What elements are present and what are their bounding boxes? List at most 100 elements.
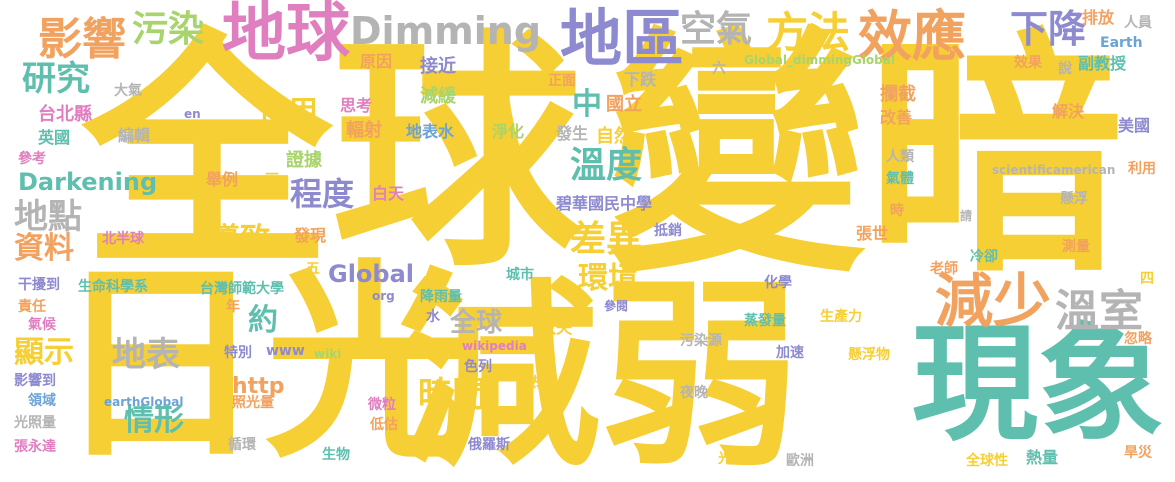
word-daqi: 大氣: [114, 83, 142, 99]
word-xiaoguo: 效果: [1014, 55, 1042, 71]
word-yingxiang: 影響: [38, 14, 126, 65]
word-shijian: 時間: [418, 375, 486, 415]
word-zuoyong: 作用: [258, 95, 318, 130]
word-si: 四: [1140, 271, 1154, 287]
word-wendu: 溫度: [570, 145, 643, 186]
word-org: org: [372, 289, 395, 303]
word-jianhuan: 減緩: [420, 86, 456, 107]
word-celiang: 測量: [1062, 239, 1090, 255]
word-lingyu: 領域: [28, 393, 56, 409]
word-qihou: 氣候: [28, 317, 56, 333]
word-xiaoying: 效應: [858, 5, 966, 68]
word-fujiaoshou: 副教授: [1078, 54, 1127, 73]
word-cankao: 參考: [18, 151, 46, 167]
word-eluosi: 俄羅斯: [468, 437, 510, 453]
word-bianan: 變暗: [608, 7, 1124, 307]
word-sanshi: 散失: [540, 318, 573, 337]
word-wikipedia: wikipedia: [462, 339, 527, 353]
word-xianxiang: 現象: [912, 311, 1164, 458]
word-bihua: 碧華國民中學: [556, 194, 653, 213]
word-paifang: 排放: [1082, 8, 1115, 27]
word-qiti: 氣體: [886, 171, 914, 187]
word-digu: 低估: [370, 417, 398, 433]
word-shui: 水: [426, 309, 440, 325]
word-global: Global: [328, 260, 415, 288]
word-jianshao: 減少: [935, 267, 1052, 335]
word-zhengmian: 正面: [548, 73, 576, 89]
word-beibanqiu: 北半球: [102, 231, 144, 247]
word-sikao: 思考: [340, 96, 373, 115]
word-wu: 五: [306, 261, 320, 277]
word-wuran: 污染: [132, 9, 205, 50]
word-jiangyu: 降雨量: [420, 289, 462, 305]
word-guangzhao: 光照量: [14, 415, 56, 431]
word-jiejue: 解決: [1052, 102, 1085, 121]
word-gaishan: 改善: [880, 108, 913, 127]
word-taibei: 台北縣: [38, 104, 92, 125]
word-zhengju: 證據: [286, 150, 322, 171]
word-dibiao: 地表: [112, 335, 180, 375]
word-chengshi: 城市: [506, 267, 534, 283]
word-shengwu: 生物: [322, 447, 350, 463]
word-diqu: 地區: [560, 2, 685, 75]
word-dibiaoshui: 地表水: [406, 122, 455, 141]
word-meiguo: 美國: [1118, 116, 1151, 135]
word-riguang: 日光: [55, 242, 476, 482]
word-renyuan: 人員: [1124, 15, 1152, 31]
word-zhengfa: 蒸發量: [744, 313, 786, 329]
word-guanghe: 光合: [718, 451, 746, 467]
word-xiajiang: 下降: [1010, 7, 1087, 51]
word-ziran: 自然: [596, 126, 632, 147]
word-six: 六: [712, 61, 726, 77]
word-selie: 色列: [464, 359, 492, 375]
word-hulue: 忽略: [1124, 331, 1152, 347]
word-fangfa: 方法: [766, 8, 851, 57]
word-faxian: 發現: [294, 226, 327, 245]
word-dimmingglobal: Global_dimmingGlobal: [744, 53, 895, 67]
word-earthglobal: earthGlobal: [104, 395, 184, 409]
word-jiejin: 接近: [420, 56, 456, 77]
word-baitian: 白天: [372, 184, 405, 203]
word-yingguo: 英國: [38, 128, 71, 147]
word-fushe: 輻射: [346, 120, 382, 141]
word-shi: 時: [890, 203, 904, 219]
word-zhang: 張永達: [14, 439, 56, 455]
word-yuanyin: 原因: [360, 52, 393, 71]
word-dimming: Dimming: [350, 9, 542, 53]
word-lengque: 冷卻: [970, 249, 998, 265]
word-xiadie: 下跌: [624, 70, 657, 89]
word-huaxue: 化學: [764, 275, 792, 291]
word-nian: 年: [226, 299, 240, 315]
word-zhaoguang: 照光量: [232, 395, 274, 411]
word-canyue: 參閱: [604, 299, 629, 313]
word-juli: 舉例: [206, 170, 239, 189]
word-quanqiu: 全球: [82, 9, 582, 300]
word-daozhi: 導致: [210, 222, 270, 257]
word-wenshi: 溫室: [1055, 286, 1143, 337]
word-shida: 台灣師範大學: [200, 281, 284, 297]
word-lanjie: 攔截: [880, 84, 916, 105]
word-qing: 請: [960, 209, 973, 223]
word-xuanfuwu: 懸浮物: [848, 347, 890, 363]
word-jianruo: 減弱: [400, 261, 801, 482]
word-xuanfu: 懸浮: [1060, 191, 1088, 207]
word-xunhuan: 循環: [228, 437, 256, 453]
word-weili: 微粒: [368, 397, 396, 413]
word-zeren: 責任: [18, 299, 46, 315]
word-chayi: 差異: [570, 219, 643, 260]
word-ziliao: 資料: [14, 231, 74, 266]
word-kongqi: 空氣: [680, 9, 753, 50]
word-www: www: [266, 343, 305, 359]
word-en: en: [184, 107, 201, 121]
word-wuranyuan: 污染源: [680, 333, 722, 349]
word-quanqiuxing: 全球性: [966, 453, 1008, 469]
word-yewan: 夜晚: [680, 385, 708, 401]
word-laoshi: 老師: [930, 261, 958, 277]
word-qingxing: 情形: [124, 403, 184, 438]
word-fasheng: 發生: [556, 124, 589, 143]
word-zhong: 中: [572, 87, 602, 122]
word-wiki: wiki: [314, 347, 342, 361]
word-huanjing: 環境: [578, 261, 638, 296]
word-yanjiu: 研究: [22, 59, 90, 99]
